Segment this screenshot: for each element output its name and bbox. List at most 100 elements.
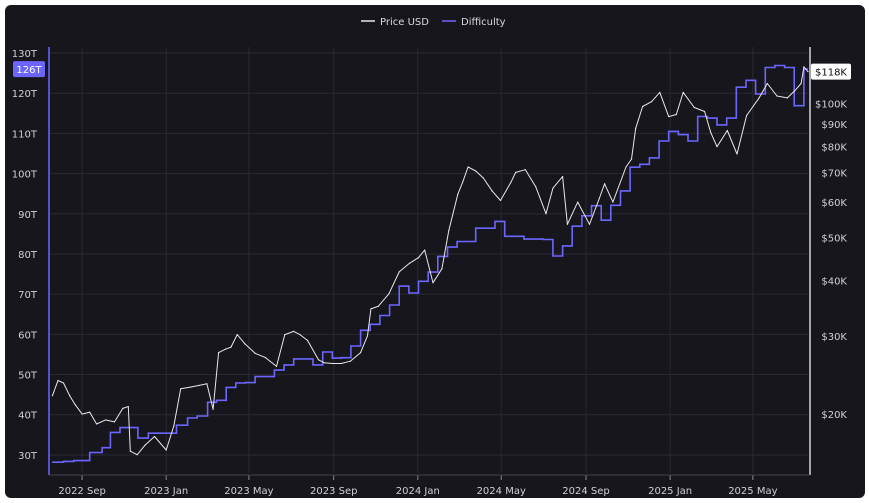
left-tick-label: 90T <box>18 210 38 221</box>
right-tick-label: $80K <box>821 143 847 154</box>
price-point <box>224 348 227 350</box>
legend[interactable]: Price USD Difficulty <box>361 17 506 28</box>
price-point <box>703 110 706 113</box>
difficulty-point <box>175 424 178 426</box>
difficulty-point <box>542 238 544 241</box>
price-point <box>217 352 220 354</box>
price-point <box>317 359 320 361</box>
price-point <box>598 198 600 200</box>
difficulty-point <box>716 124 718 126</box>
difficulty-point <box>119 427 121 429</box>
right-tick-label: $100K <box>815 100 847 111</box>
difficulty-point <box>745 79 747 81</box>
chart-panel: Price USD Difficulty 30T 40T 50T 60T 70T 80T 9… <box>5 5 865 498</box>
price-point <box>284 333 286 336</box>
difficulty-point <box>427 271 429 273</box>
difficulty-point <box>263 375 265 378</box>
difficulty-point <box>561 245 564 247</box>
left-tick-label: 60T <box>18 330 38 341</box>
difficulty-point <box>629 166 631 168</box>
difficulty-point <box>465 240 467 243</box>
difficulty-point <box>62 460 65 462</box>
price-point <box>682 91 684 93</box>
price-point <box>69 395 71 397</box>
price-point <box>800 82 802 85</box>
difficulty-point <box>648 157 651 159</box>
left-tick-label: 100T <box>12 170 38 181</box>
difficulty-point <box>658 140 660 142</box>
price-point <box>165 449 167 451</box>
price-point <box>173 425 175 427</box>
right-tick-label: $90K <box>821 120 847 131</box>
price-point <box>510 181 512 183</box>
price-point <box>566 223 569 225</box>
price-point <box>635 127 637 129</box>
difficulty-point <box>456 240 458 243</box>
right-tick-label: $50K <box>821 233 847 244</box>
difficulty-point <box>206 401 209 403</box>
x-tick-label: 2023 May <box>224 486 273 497</box>
price-point <box>74 404 76 406</box>
difficulty-point <box>235 382 237 384</box>
price-point <box>264 357 267 359</box>
price-point <box>535 186 537 188</box>
difficulty-point <box>475 227 477 229</box>
price-point <box>398 271 400 273</box>
price-point <box>104 419 107 421</box>
price-point <box>370 308 372 310</box>
right-tick-label: $60K <box>821 198 847 209</box>
price-point <box>552 187 554 189</box>
difficulty-point <box>126 427 129 429</box>
legend-price-label[interactable]: Price USD <box>380 17 429 28</box>
difficulty-point <box>369 323 371 325</box>
price-point <box>57 379 59 382</box>
difficulty-current-badge <box>13 61 45 78</box>
difficulty-point <box>764 66 766 69</box>
price-point <box>136 454 138 456</box>
x-tick-label: 2024 Jan <box>396 486 440 497</box>
difficulty-point <box>533 238 535 240</box>
difficulty-point <box>147 432 149 434</box>
price-point <box>144 444 146 447</box>
price-point <box>659 91 661 93</box>
difficulty-point <box>600 219 602 221</box>
difficulty-point <box>73 459 75 462</box>
price-point <box>323 362 325 364</box>
difficulty-point <box>610 204 612 206</box>
price-point <box>604 183 606 185</box>
price-point <box>716 146 718 148</box>
right-tick-label: $70K <box>821 168 847 179</box>
difficulty-point <box>225 386 227 389</box>
price-point <box>675 113 677 116</box>
price-point <box>424 249 426 251</box>
price-point <box>807 71 809 73</box>
x-tick-label: 2024 May <box>477 486 526 497</box>
difficulty-point <box>446 246 449 248</box>
price-point <box>794 89 796 92</box>
price-point <box>612 201 614 203</box>
price-point <box>62 382 65 384</box>
difficulty-point <box>735 86 737 88</box>
difficulty-point <box>186 417 189 419</box>
difficulty-point <box>293 358 295 360</box>
price-point <box>212 408 214 410</box>
difficulty-point <box>668 130 670 132</box>
difficulty-point <box>755 93 757 95</box>
price-point <box>293 330 295 333</box>
price-point <box>366 335 369 337</box>
price-point <box>726 129 728 132</box>
difficulty-point <box>437 255 439 257</box>
price-point <box>588 223 591 225</box>
legend-difficulty-label[interactable]: Difficulty <box>461 17 506 28</box>
price-point <box>577 201 579 203</box>
price-point <box>515 171 517 174</box>
price-point <box>331 362 333 365</box>
price-point <box>388 293 390 295</box>
difficulty-point <box>484 227 486 229</box>
left-tick-label: 130T <box>12 49 38 60</box>
x-tick-label: 2024 Sep <box>562 486 609 497</box>
price-point <box>51 395 54 397</box>
difficulty-point <box>793 105 795 107</box>
difficulty-point <box>552 255 554 257</box>
